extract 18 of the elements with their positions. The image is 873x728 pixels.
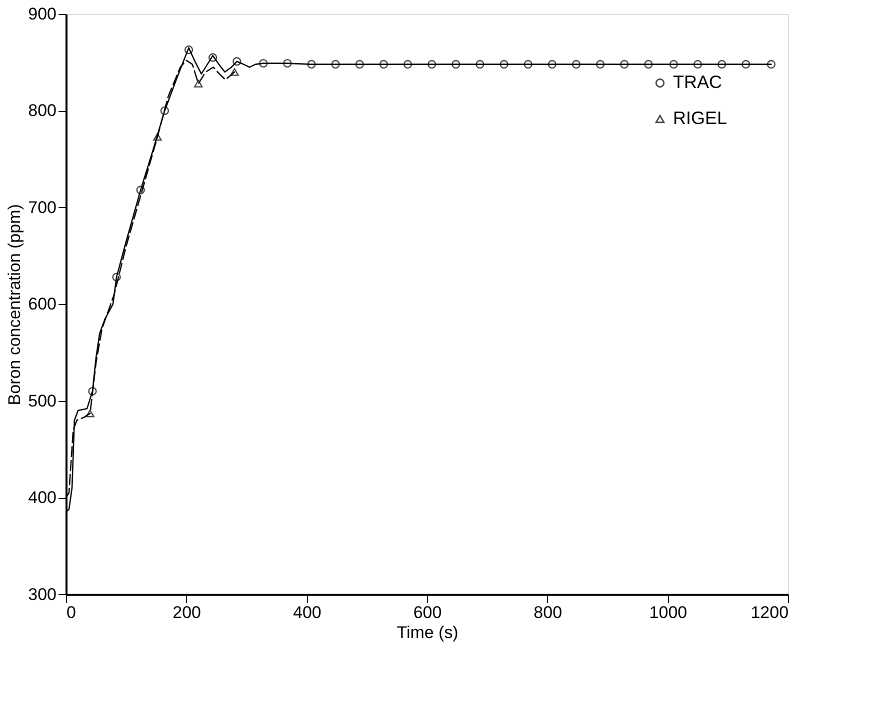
x-tick-label: 400 <box>293 602 322 622</box>
x-tick-label: 200 <box>172 602 202 622</box>
x-tick-label: 1200 <box>750 602 789 622</box>
x-tick-label: 0 <box>66 602 76 622</box>
y-tick-label: 700 <box>28 198 56 217</box>
y-tick-label: 300 <box>28 584 56 604</box>
y-tick-label: 600 <box>28 294 56 314</box>
x-tick-label: 800 <box>534 602 562 622</box>
x-axis-title: Time (s) <box>396 622 458 642</box>
y-tick-label: 800 <box>28 101 56 120</box>
x-tick-label: 1000 <box>649 602 688 622</box>
y-tick-label: 400 <box>28 488 56 508</box>
y-tick-label: 900 <box>28 4 56 24</box>
y-tick-label: 500 <box>28 391 56 410</box>
legend-label: TRAC <box>672 72 722 92</box>
legend-label: RIGEL <box>672 108 727 128</box>
x-tick-label: 600 <box>413 602 442 622</box>
y-axis-title: Boron concentration (ppm) <box>5 204 24 406</box>
